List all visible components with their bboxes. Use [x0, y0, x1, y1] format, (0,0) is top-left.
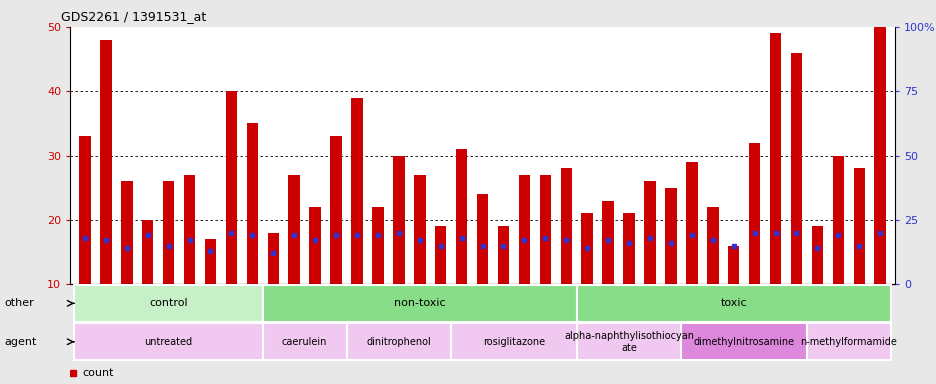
Bar	[450, 323, 577, 360]
Bar	[121, 181, 132, 284]
Bar	[183, 175, 195, 284]
Bar	[519, 175, 530, 284]
Text: dinitrophenol: dinitrophenol	[366, 337, 431, 347]
Bar	[205, 239, 216, 284]
Text: GDS2261 / 1391531_at: GDS2261 / 1391531_at	[61, 10, 206, 23]
Text: alpha-naphthylisothiocyan
ate: alpha-naphthylisothiocyan ate	[563, 331, 694, 353]
Text: dimethylnitrosamine: dimethylnitrosamine	[693, 337, 794, 347]
Bar	[163, 181, 174, 284]
Bar	[372, 207, 383, 284]
Text: toxic: toxic	[720, 298, 746, 308]
Text: control: control	[149, 298, 188, 308]
Text: count: count	[81, 368, 113, 379]
Text: other: other	[5, 298, 35, 308]
Bar	[141, 220, 154, 284]
Bar	[665, 188, 676, 284]
Text: rosiglitazone: rosiglitazone	[482, 337, 545, 347]
Bar	[748, 143, 759, 284]
Bar	[602, 200, 613, 284]
Bar	[622, 214, 634, 284]
Bar	[476, 194, 488, 284]
Bar	[790, 53, 801, 284]
Bar	[226, 91, 237, 284]
Text: n-methylformamide: n-methylformamide	[799, 337, 897, 347]
Bar	[393, 156, 404, 284]
Bar	[74, 323, 262, 360]
Bar	[262, 323, 346, 360]
Bar	[832, 156, 843, 284]
Text: agent: agent	[5, 337, 37, 347]
Bar	[79, 136, 91, 284]
Text: caerulein: caerulein	[282, 337, 327, 347]
Bar	[414, 175, 425, 284]
Bar	[581, 214, 592, 284]
Bar	[351, 98, 362, 284]
Bar	[268, 233, 279, 284]
Bar	[873, 27, 885, 284]
Bar	[246, 123, 257, 284]
Bar	[100, 40, 111, 284]
Text: untreated: untreated	[144, 337, 193, 347]
Bar	[539, 175, 550, 284]
Bar	[806, 323, 890, 360]
Bar	[685, 162, 696, 284]
Text: non-toxic: non-toxic	[393, 298, 446, 308]
Bar	[680, 323, 806, 360]
Bar	[262, 285, 577, 322]
Bar	[811, 226, 823, 284]
Bar	[434, 226, 446, 284]
Bar	[330, 136, 342, 284]
Bar	[560, 169, 571, 284]
Bar	[769, 33, 781, 284]
Bar	[309, 207, 320, 284]
Bar	[577, 323, 680, 360]
Bar	[74, 285, 262, 322]
Bar	[346, 323, 450, 360]
Bar	[288, 175, 300, 284]
Bar	[577, 285, 890, 322]
Bar	[853, 169, 864, 284]
Bar	[727, 246, 739, 284]
Bar	[456, 149, 467, 284]
Bar	[644, 181, 655, 284]
Bar	[497, 226, 508, 284]
Bar	[707, 207, 718, 284]
